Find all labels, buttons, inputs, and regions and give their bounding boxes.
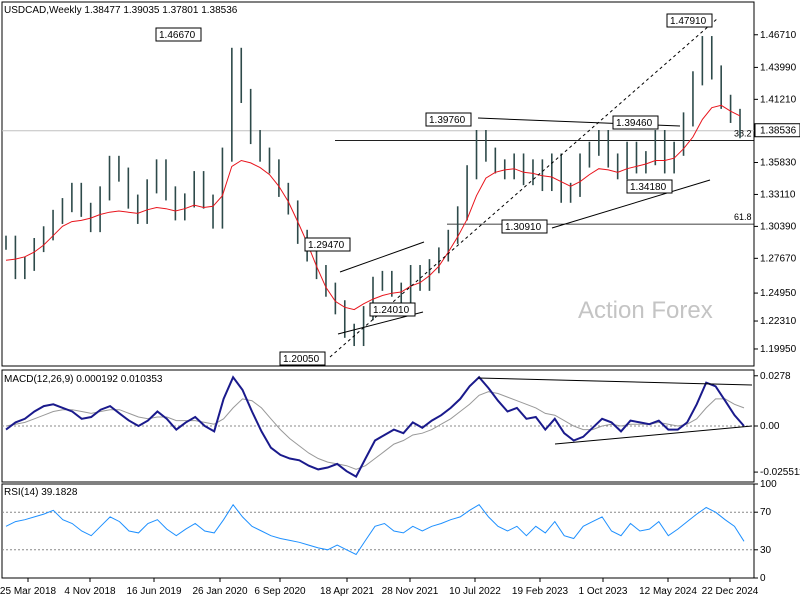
price-annotation-box: [279, 351, 326, 366]
macd-signal-line: [5, 391, 745, 470]
price-bars: [5, 36, 741, 347]
price-annotation-box: [369, 302, 416, 317]
price-annotation-label: 1.24010: [373, 305, 410, 316]
x-tick-label: 19 Feb 2023: [512, 586, 569, 597]
open-value: 1.38477: [84, 5, 121, 16]
price-annotation-label: 1.46670: [159, 30, 196, 41]
panel-frame-1: [1, 1, 755, 367]
fib-level-label: 61.8: [734, 212, 752, 222]
price-tick-label: 1.33110: [760, 189, 796, 200]
price-annotation-label: 1.39460: [616, 118, 653, 129]
last-price-label: 1.38536: [760, 126, 797, 137]
x-tick-label: 4 Nov 2018: [64, 586, 116, 597]
macd-trend-line: [554, 425, 753, 445]
price-annotation-label: 1.47910: [670, 16, 707, 27]
rsi-tick-label: 100: [760, 479, 777, 490]
fib-level-label: 38.2: [734, 129, 752, 139]
x-tick-label: 25 Mar 2018: [0, 586, 57, 597]
x-tick-label: 1 Oct 2023: [579, 586, 628, 597]
trend-line: [329, 17, 719, 358]
close-value: 1.38536: [201, 5, 238, 16]
price-annotation-box: [304, 237, 351, 252]
price-tick-label: 1.46710: [760, 30, 797, 41]
macd-tick-label: 0.0278: [760, 371, 791, 382]
rsi-label: RSI(14) 39.1828: [4, 487, 78, 498]
x-tick-label: 22 Dec 2024: [702, 586, 759, 597]
price-tick-label: 1.35830: [760, 158, 797, 169]
chart-header: USDCAD,Weekly 1.38477 1.39035 1.37801 1.…: [4, 5, 237, 16]
x-tick-label: 28 Nov 2021: [382, 586, 439, 597]
price-tick-label: 1.43990: [760, 62, 797, 73]
price-tick-label: 1.41210: [760, 94, 797, 105]
x-tick-label: 12 May 2024: [639, 586, 697, 597]
chart-title: USDCAD,Weekly: [4, 5, 82, 16]
trend-line: [551, 179, 711, 229]
price-annotation-label: 1.34180: [630, 182, 667, 193]
price-annotation-box: [666, 13, 713, 28]
x-tick-label: 16 Jun 2019: [126, 586, 181, 597]
trend-line: [339, 241, 425, 273]
price-tick-label: 1.30390: [760, 221, 797, 232]
macd-trend-line: [477, 377, 753, 386]
x-tick-label: 10 Jul 2022: [449, 586, 501, 597]
panel-frame-3: [1, 483, 755, 579]
low-value: 1.37801: [162, 5, 199, 16]
macd-tick-label: -0.025511: [760, 467, 800, 478]
rsi-tick-label: 30: [760, 545, 772, 556]
price-annotation-box: [612, 115, 659, 130]
macd-line: [5, 375, 745, 478]
x-tick-label: 26 Jan 2020: [192, 586, 247, 597]
price-tick-label: 1.24950: [760, 288, 797, 299]
price-annotation-label: 1.29470: [308, 240, 345, 251]
last-price-box: [754, 123, 800, 138]
price-annotation-box: [626, 179, 673, 194]
rsi-tick-label: 70: [760, 507, 772, 518]
macd-tick-label: 0.00: [760, 421, 780, 432]
macd-label: MACD(12,26,9) 0.000192 0.010353: [4, 374, 163, 385]
x-tick-label: 18 Apr 2021: [320, 586, 374, 597]
high-value: 1.39035: [123, 5, 160, 16]
rsi-line: [5, 503, 745, 556]
price-annotation-box: [155, 27, 202, 42]
price-annotation-label: 1.39760: [429, 115, 466, 126]
price-annotation-box: [501, 219, 548, 234]
price-annotation-label: 1.20050: [283, 354, 320, 365]
rsi-tick-label: 0: [760, 573, 766, 584]
price-annotation-box: [425, 112, 472, 127]
price-tick-label: 1.27670: [760, 253, 797, 264]
price-tick-label: 1.19950: [760, 344, 797, 355]
watermark: Action Forex: [578, 297, 713, 324]
x-tick-label: 6 Sep 2020: [254, 586, 306, 597]
moving-average-line: [5, 104, 741, 311]
price-tick-label: 1.22310: [760, 316, 797, 327]
price-annotation-label: 1.30910: [505, 222, 542, 233]
